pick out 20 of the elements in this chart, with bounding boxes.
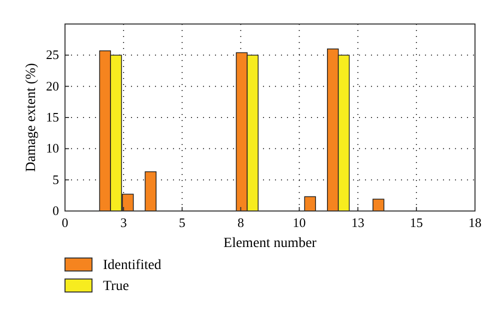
x-tick-label: 5 xyxy=(178,215,186,230)
y-tick-label: 25 xyxy=(46,47,59,62)
y-tick-label: 20 xyxy=(46,78,59,94)
x-tick-label: 13 xyxy=(351,215,364,230)
bar xyxy=(304,196,316,212)
x-tick-label: 3 xyxy=(120,215,127,230)
x-tick-label: 8 xyxy=(237,215,244,230)
y-axis-title: Damage extent (%) xyxy=(24,62,39,172)
y-tick-label: 0 xyxy=(52,203,59,218)
x-tick-label: 15 xyxy=(410,215,423,230)
y-tick-label: 10 xyxy=(46,140,59,156)
x-axis-title: Element number xyxy=(224,236,317,251)
bar xyxy=(144,171,157,212)
legend-label: True xyxy=(103,279,129,294)
y-tick-label: 5 xyxy=(52,172,59,187)
bar xyxy=(372,198,384,212)
x-tick-label: 18 xyxy=(468,215,482,230)
y-tick-label: 15 xyxy=(46,110,59,124)
legend-label: Identifited xyxy=(103,258,162,273)
x-tick-label: 10 xyxy=(292,215,306,230)
